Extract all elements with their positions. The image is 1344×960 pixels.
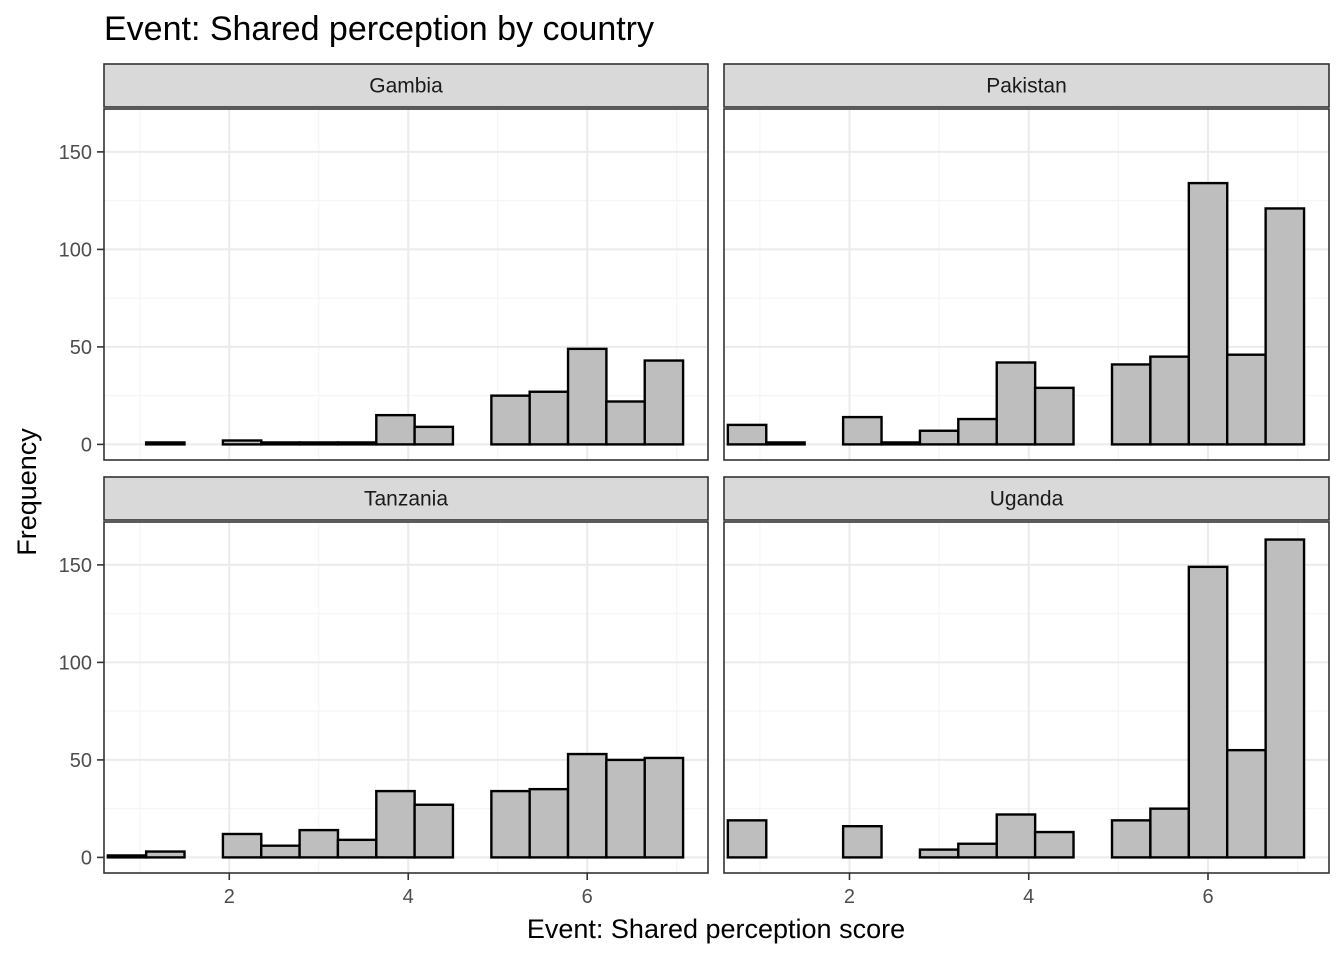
panel-border — [103, 521, 709, 874]
y-tick-label: 100 — [59, 652, 92, 674]
panel-border — [723, 108, 1330, 461]
histogram-bar — [566, 347, 608, 446]
panels-group: Gambia 0 50 100 150 Pakistan Tanzania 0 50 100 150… — [59, 63, 1330, 908]
histogram-bar — [298, 828, 340, 859]
histogram-bar — [957, 842, 998, 859]
histogram-bar — [1110, 363, 1152, 446]
histogram-bar — [841, 825, 883, 859]
facet-strip-label: Tanzania — [364, 488, 448, 511]
histogram-bar — [605, 400, 646, 446]
facet-strip — [103, 63, 709, 108]
histogram-bar — [726, 819, 768, 859]
y-axis-title: Frequency — [12, 428, 42, 556]
y-tick-label: 0 — [81, 434, 92, 456]
histogram-bar — [1187, 565, 1229, 859]
histogram-bar — [375, 789, 416, 859]
y-tick-label: 100 — [59, 239, 92, 261]
x-tick-label: 2 — [844, 886, 855, 908]
facet-strip — [723, 63, 1330, 108]
histogram-bar — [605, 758, 646, 859]
panel-gambia: Gambia 0 50 100 150 — [59, 63, 709, 461]
histogram-bar — [765, 441, 806, 446]
panel-border — [723, 521, 1330, 874]
x-axis-title: Event: Shared perception score — [527, 914, 905, 944]
facet-strip — [103, 476, 709, 521]
histogram-bar — [528, 390, 570, 446]
histogram-bar — [1264, 207, 1306, 446]
histogram-bar — [221, 832, 263, 859]
panel-pakistan: Pakistan — [723, 63, 1330, 461]
histogram-bar — [260, 441, 301, 446]
chart-title: Event: Shared perception by country — [104, 10, 654, 48]
histogram-bar — [1225, 353, 1267, 446]
panel-tanzania: Tanzania 0 50 100 150 2 4 6 — [59, 476, 709, 908]
histogram-bar — [144, 441, 186, 446]
histogram-bar — [260, 844, 301, 859]
y-tick-label: 50 — [70, 337, 92, 359]
histogram-bar — [1033, 386, 1075, 446]
x-tick-label: 6 — [582, 886, 593, 908]
histogram-bar — [336, 838, 378, 859]
histogram-bar — [918, 429, 960, 446]
histogram-bar — [1149, 355, 1190, 446]
histogram-bar — [336, 441, 378, 446]
panel-border — [103, 108, 709, 461]
histogram-bar — [957, 417, 998, 446]
x-tick-label: 6 — [1202, 886, 1213, 908]
histogram-bar — [726, 423, 768, 446]
histogram-bar — [880, 441, 922, 446]
histogram-bar — [841, 415, 883, 446]
histogram-bar — [375, 413, 416, 446]
panel-uganda: Uganda 2 4 6 — [723, 476, 1330, 908]
histogram-bar — [566, 752, 608, 859]
y-tick-label: 150 — [59, 142, 92, 164]
histogram-bar — [413, 425, 455, 446]
histogram-bar — [1264, 538, 1306, 859]
histogram-bar — [106, 854, 148, 859]
histogram-bar — [995, 813, 1037, 859]
y-tick-label: 0 — [81, 847, 92, 869]
histogram-bar — [528, 787, 570, 859]
y-tick-label: 50 — [70, 750, 92, 772]
histogram-bar — [490, 394, 531, 446]
histogram-bar — [918, 848, 960, 859]
histogram-bar — [298, 441, 340, 446]
histogram-bar — [1149, 807, 1190, 859]
histogram-bar — [1225, 748, 1267, 859]
x-tick-label: 2 — [224, 886, 235, 908]
facet-strip — [723, 476, 1330, 521]
histogram-bar — [1033, 830, 1075, 859]
histogram-bar — [643, 359, 685, 446]
histogram-bar — [643, 756, 685, 859]
x-tick-label: 4 — [1023, 886, 1034, 908]
y-tick-label: 150 — [59, 555, 92, 577]
histogram-bar — [490, 789, 531, 859]
facet-strip-label: Gambia — [369, 75, 443, 98]
histogram-bar — [144, 850, 186, 859]
histogram-bar — [1110, 819, 1152, 859]
histogram-bar — [413, 803, 455, 859]
histogram-bar — [1187, 181, 1229, 446]
facet-strip-label: Pakistan — [986, 75, 1067, 98]
x-tick-label: 4 — [403, 886, 414, 908]
facet-strip-label: Uganda — [990, 488, 1064, 511]
histogram-bar — [221, 439, 263, 446]
histogram-bar — [995, 361, 1037, 446]
